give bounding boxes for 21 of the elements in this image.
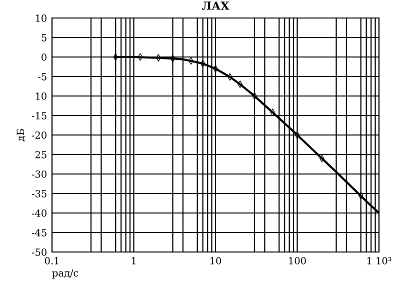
y-tick-label: -35 xyxy=(32,190,46,198)
y-tick-label: -5 xyxy=(38,73,46,80)
y-tick-label: -40 xyxy=(32,209,46,217)
x-tick-label: 0.1 xyxy=(44,257,58,264)
y-tick-label: 0 xyxy=(42,53,46,61)
x-tick-label: 1 xyxy=(132,257,136,264)
y-tick-label: 25 xyxy=(35,150,46,158)
y-tick-label: -30 xyxy=(32,170,46,178)
y-tick-label: -20 xyxy=(32,131,46,139)
y-tick-label: -50 xyxy=(32,248,46,256)
x-axis-title: рад/с xyxy=(52,269,78,278)
chart-title: ЛАХ xyxy=(202,2,230,10)
y-tick-label: 10 xyxy=(36,14,46,22)
x-tick-label: 10 xyxy=(210,257,222,264)
y-tick-label: -15 xyxy=(32,112,46,120)
y-tick-label: 5 xyxy=(42,34,46,42)
y-tick-label: 10 xyxy=(36,92,46,100)
x-tick-label: 1 10³ xyxy=(367,257,392,264)
y-axis-title: дБ xyxy=(16,129,26,142)
x-tick-label: 100 xyxy=(289,257,306,264)
y-tick-label: -45 xyxy=(32,228,46,236)
